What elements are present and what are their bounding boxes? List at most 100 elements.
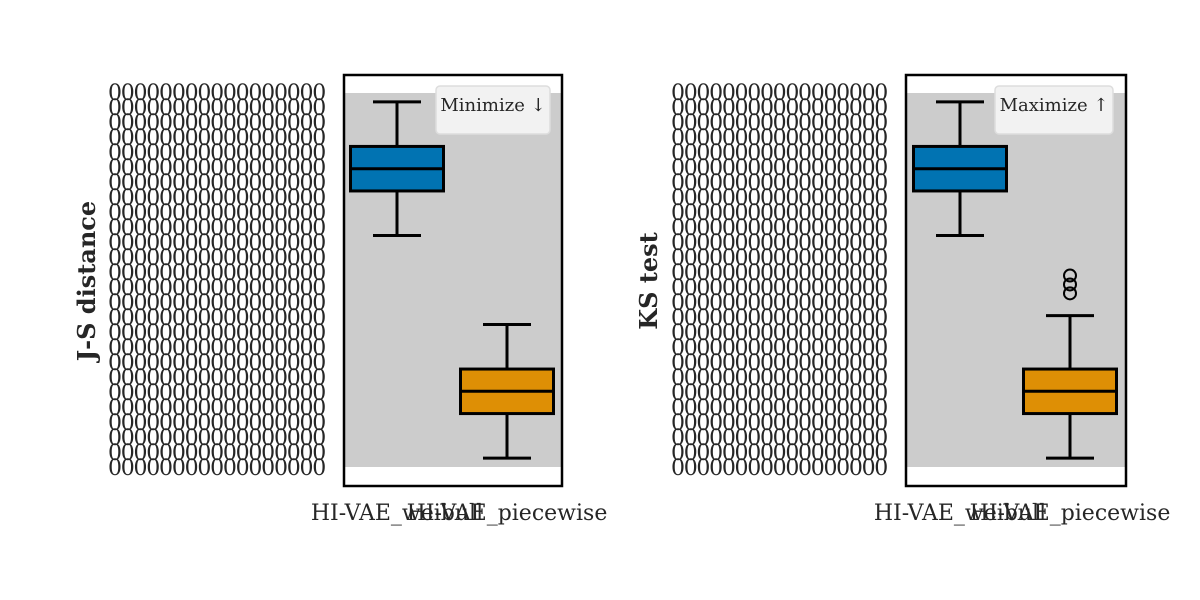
ytick-label: 0 [811, 111, 825, 136]
ytick-label: 0 [798, 336, 812, 361]
axes-frame [904, 73, 1128, 488]
ytick-label: 0 [274, 426, 288, 451]
ytick-label: 0 [823, 396, 837, 421]
ytick-labels-block: 0000000000000000000000000000000000000000… [108, 81, 326, 481]
ytick-label: 0 [862, 411, 876, 436]
ytick-label: 0 [223, 336, 237, 361]
ytick-label: 0 [274, 186, 288, 211]
ytick-label: 0 [299, 156, 313, 181]
ytick-label: 0 [671, 321, 685, 346]
ytick-label: 0 [735, 96, 749, 121]
ytick-label: 0 [248, 96, 262, 121]
ytick-label: 0 [874, 291, 888, 316]
ytick-label: 0 [287, 171, 301, 196]
ytick-label: 0 [849, 141, 863, 166]
ytick-label: 0 [312, 171, 326, 196]
ytick-label: 0 [185, 156, 199, 181]
ytick-label: 0 [172, 336, 186, 361]
ytick-label: 0 [312, 156, 326, 181]
ytick-label: 0 [709, 246, 723, 271]
ytick-label: 0 [236, 381, 250, 406]
ytick-label: 0 [172, 381, 186, 406]
ytick-label: 0 [236, 366, 250, 391]
ytick-label: 0 [312, 336, 326, 361]
ytick-label: 0 [261, 366, 275, 391]
ytick-label: 0 [722, 336, 736, 361]
ytick-label: 0 [849, 306, 863, 331]
ytick-label: 0 [134, 366, 148, 391]
ytick-label: 0 [862, 141, 876, 166]
ytick-label: 0 [172, 246, 186, 271]
ytick-label: 0 [747, 456, 761, 481]
ytick-label: 0 [785, 126, 799, 151]
ytick-label: 0 [197, 186, 211, 211]
ytick-label: 0 [210, 291, 224, 316]
ytick-label: 0 [108, 231, 122, 256]
ytick-label: 0 [312, 141, 326, 166]
ytick-label: 0 [823, 291, 837, 316]
ytick-label: 0 [849, 291, 863, 316]
ytick-label: 0 [773, 276, 787, 301]
ytick-label: 0 [236, 231, 250, 256]
ytick-label: 0 [223, 426, 237, 451]
ytick-label: 0 [722, 261, 736, 286]
ytick-label: 0 [709, 126, 723, 151]
ytick-label: 0 [862, 111, 876, 136]
ytick-label: 0 [287, 291, 301, 316]
ytick-label: 0 [696, 201, 710, 226]
ytick-label: 0 [312, 396, 326, 421]
ytick-label: 0 [849, 126, 863, 151]
ytick-label: 0 [722, 351, 736, 376]
ytick-label: 0 [134, 216, 148, 241]
ytick-label: 0 [299, 441, 313, 466]
ytick-label: 0 [696, 231, 710, 256]
ytick-label: 0 [836, 156, 850, 181]
ytick-label: 0 [722, 216, 736, 241]
ytick-label: 0 [261, 261, 275, 286]
ytick-label: 0 [849, 186, 863, 211]
ytick-label: 0 [747, 171, 761, 196]
ytick-label: 0 [874, 351, 888, 376]
ytick-label: 0 [108, 321, 122, 346]
ytick-label: 0 [747, 336, 761, 361]
ytick-label: 0 [146, 171, 160, 196]
ytick-label: 0 [185, 306, 199, 331]
ytick-label: 0 [760, 246, 774, 271]
ytick-label: 0 [874, 126, 888, 151]
ytick-label: 0 [836, 216, 850, 241]
ytick-label: 0 [159, 141, 173, 166]
ytick-label: 0 [172, 276, 186, 301]
ytick-label: 0 [671, 96, 685, 121]
ytick-label: 0 [134, 321, 148, 346]
ytick-label: 0 [874, 171, 888, 196]
ytick-label: 0 [862, 366, 876, 391]
ytick-label: 0 [146, 336, 160, 361]
ytick-label: 0 [312, 351, 326, 376]
ytick-label: 0 [684, 126, 698, 151]
ytick-label: 0 [747, 156, 761, 181]
ytick-label: 0 [874, 111, 888, 136]
ytick-label: 0 [785, 246, 799, 271]
ytick-label: 0 [274, 276, 288, 301]
ytick-label: 0 [248, 231, 262, 256]
ytick-label: 0 [312, 426, 326, 451]
ytick-label: 0 [146, 306, 160, 331]
ytick-label: 0 [121, 366, 135, 391]
ytick-label: 0 [684, 381, 698, 406]
ytick-label: 0 [261, 456, 275, 481]
ytick-label: 0 [287, 306, 301, 331]
ytick-label: 0 [798, 291, 812, 316]
ytick-label: 0 [798, 411, 812, 436]
ytick-label: 0 [312, 366, 326, 391]
ytick-label: 0 [760, 426, 774, 451]
ytick-label: 0 [785, 96, 799, 121]
ytick-label: 0 [223, 441, 237, 466]
ytick-label: 0 [722, 396, 736, 421]
ytick-label: 0 [684, 276, 698, 301]
ytick-label: 0 [684, 366, 698, 391]
ytick-label: 0 [121, 276, 135, 301]
ytick-label: 0 [146, 246, 160, 271]
ytick-label: 0 [261, 171, 275, 196]
ytick-label: 0 [684, 261, 698, 286]
